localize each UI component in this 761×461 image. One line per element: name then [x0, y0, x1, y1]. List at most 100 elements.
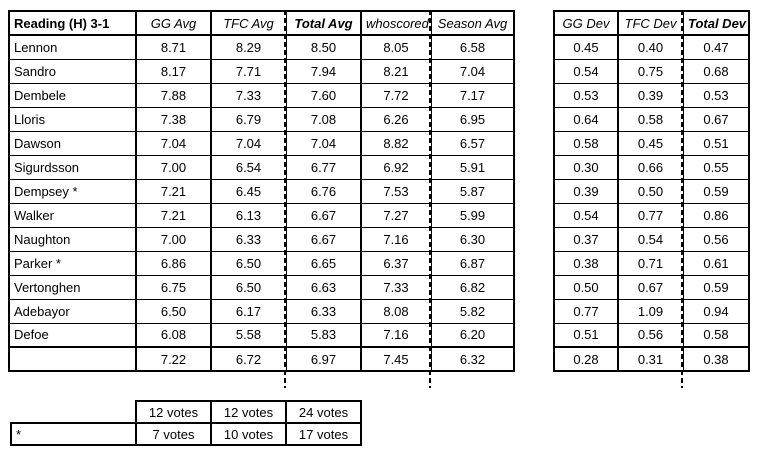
total-rating-cell[interactable]: 6.97 — [285, 346, 362, 372]
rating-cell[interactable]: 6.76 — [285, 178, 362, 204]
rating-cell[interactable]: 8.71 — [135, 34, 212, 60]
deviation-cell[interactable]: 0.59 — [682, 178, 750, 204]
rating-cell[interactable]: 7.04 — [135, 130, 212, 156]
player-name-cell[interactable]: Sandro — [8, 58, 137, 84]
rating-cell[interactable]: 6.79 — [210, 106, 287, 132]
deviation-cell[interactable]: 0.54 — [553, 202, 619, 228]
deviation-cell[interactable]: 0.47 — [682, 34, 750, 60]
rating-cell[interactable]: 6.75 — [135, 274, 212, 300]
deviation-cell[interactable]: 0.58 — [553, 130, 619, 156]
column-header-cell[interactable]: Season Avg — [430, 10, 515, 36]
rating-cell[interactable]: 7.27 — [360, 202, 432, 228]
rating-cell[interactable]: 7.04 — [430, 58, 515, 84]
deviation-cell[interactable]: 0.55 — [682, 154, 750, 180]
rating-cell[interactable]: 7.00 — [135, 154, 212, 180]
deviation-cell[interactable]: 0.53 — [682, 82, 750, 108]
deviation-cell[interactable]: 0.40 — [617, 34, 684, 60]
deviation-cell[interactable]: 0.50 — [553, 274, 619, 300]
total-deviation-cell[interactable]: 0.28 — [553, 346, 619, 372]
rating-cell[interactable]: 7.00 — [135, 226, 212, 252]
rating-cell[interactable]: 6.37 — [360, 250, 432, 276]
rating-cell[interactable]: 8.17 — [135, 58, 212, 84]
column-header-cell[interactable]: Total Dev — [682, 10, 750, 36]
rating-cell[interactable]: 6.95 — [430, 106, 515, 132]
deviation-cell[interactable]: 0.86 — [682, 202, 750, 228]
player-name-cell[interactable]: Dawson — [8, 130, 137, 156]
rating-cell[interactable]: 6.50 — [210, 250, 287, 276]
votes-count-cell[interactable]: 17 votes — [285, 422, 362, 446]
deviation-cell[interactable]: 0.67 — [682, 106, 750, 132]
rating-cell[interactable]: 7.88 — [135, 82, 212, 108]
deviation-cell[interactable]: 1.09 — [617, 298, 684, 324]
player-name-cell[interactable]: Defoe — [8, 322, 137, 348]
rating-cell[interactable]: 7.60 — [285, 82, 362, 108]
player-name-cell[interactable]: Parker * — [8, 250, 137, 276]
rating-cell[interactable]: 7.17 — [430, 82, 515, 108]
rating-cell[interactable]: 5.83 — [285, 322, 362, 348]
rating-cell[interactable]: 7.94 — [285, 58, 362, 84]
rating-cell[interactable]: 6.65 — [285, 250, 362, 276]
rating-cell[interactable]: 6.08 — [135, 322, 212, 348]
deviation-cell[interactable]: 0.39 — [553, 178, 619, 204]
total-rating-cell[interactable]: 6.32 — [430, 346, 515, 372]
rating-cell[interactable]: 6.77 — [285, 154, 362, 180]
deviation-cell[interactable]: 0.64 — [553, 106, 619, 132]
deviation-cell[interactable]: 0.38 — [553, 250, 619, 276]
deviation-cell[interactable]: 0.54 — [617, 226, 684, 252]
rating-cell[interactable]: 6.26 — [360, 106, 432, 132]
rating-cell[interactable]: 8.29 — [210, 34, 287, 60]
rating-cell[interactable]: 7.16 — [360, 322, 432, 348]
match-title-cell[interactable]: Reading (H) 3-1 — [8, 10, 137, 36]
player-name-cell[interactable]: Lennon — [8, 34, 137, 60]
rating-cell[interactable]: 8.82 — [360, 130, 432, 156]
total-rating-cell[interactable]: 6.72 — [210, 346, 287, 372]
rating-cell[interactable]: 7.04 — [210, 130, 287, 156]
rating-cell[interactable]: 8.08 — [360, 298, 432, 324]
column-header-cell[interactable]: GG Dev — [553, 10, 619, 36]
column-header-cell[interactable]: whoscored — [360, 10, 432, 36]
rating-cell[interactable]: 6.67 — [285, 202, 362, 228]
player-name-cell[interactable]: Sigurdsson — [8, 154, 137, 180]
total-deviation-cell[interactable]: 0.38 — [682, 346, 750, 372]
rating-cell[interactable]: 7.33 — [360, 274, 432, 300]
deviation-cell[interactable]: 0.67 — [617, 274, 684, 300]
rating-cell[interactable]: 8.50 — [285, 34, 362, 60]
rating-cell[interactable]: 6.63 — [285, 274, 362, 300]
rating-cell[interactable]: 7.38 — [135, 106, 212, 132]
player-name-cell[interactable]: Dembele — [8, 82, 137, 108]
rating-cell[interactable]: 6.45 — [210, 178, 287, 204]
deviation-cell[interactable]: 0.75 — [617, 58, 684, 84]
rating-cell[interactable]: 5.91 — [430, 154, 515, 180]
votes-count-cell[interactable]: 12 votes — [210, 400, 287, 424]
rating-cell[interactable]: 6.86 — [135, 250, 212, 276]
rating-cell[interactable]: 7.71 — [210, 58, 287, 84]
column-header-cell[interactable]: GG Avg — [135, 10, 212, 36]
deviation-cell[interactable]: 0.45 — [553, 34, 619, 60]
rating-cell[interactable]: 6.87 — [430, 250, 515, 276]
deviation-cell[interactable]: 0.37 — [553, 226, 619, 252]
column-header-cell[interactable]: TFC Avg — [210, 10, 287, 36]
deviation-cell[interactable]: 0.66 — [617, 154, 684, 180]
empty-name-cell[interactable] — [8, 346, 137, 372]
deviation-cell[interactable]: 0.77 — [553, 298, 619, 324]
deviation-cell[interactable]: 0.39 — [617, 82, 684, 108]
column-header-cell[interactable]: Total Avg — [285, 10, 362, 36]
rating-cell[interactable]: 6.67 — [285, 226, 362, 252]
rating-cell[interactable]: 8.21 — [360, 58, 432, 84]
deviation-cell[interactable]: 0.59 — [682, 274, 750, 300]
votes-count-cell[interactable]: 10 votes — [210, 422, 287, 446]
rating-cell[interactable]: 7.53 — [360, 178, 432, 204]
deviation-cell[interactable]: 0.50 — [617, 178, 684, 204]
rating-cell[interactable]: 6.50 — [135, 298, 212, 324]
player-name-cell[interactable]: Walker — [8, 202, 137, 228]
deviation-cell[interactable]: 0.56 — [617, 322, 684, 348]
deviation-cell[interactable]: 0.45 — [617, 130, 684, 156]
rating-cell[interactable]: 7.33 — [210, 82, 287, 108]
rating-cell[interactable]: 7.04 — [285, 130, 362, 156]
rating-cell[interactable]: 7.16 — [360, 226, 432, 252]
deviation-cell[interactable]: 0.54 — [553, 58, 619, 84]
rating-cell[interactable]: 6.57 — [430, 130, 515, 156]
rating-cell[interactable]: 5.99 — [430, 202, 515, 228]
rating-cell[interactable]: 6.13 — [210, 202, 287, 228]
rating-cell[interactable]: 6.50 — [210, 274, 287, 300]
